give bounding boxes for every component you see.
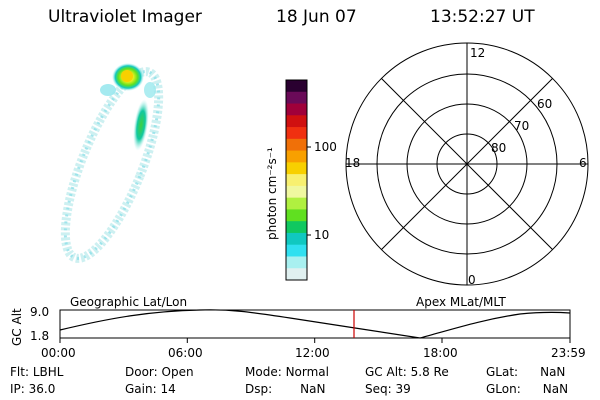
info-mode: Mode: Normal xyxy=(245,365,329,379)
info-door: Door: Open xyxy=(125,365,194,379)
timeline-right-title: Apex MLat/MLT xyxy=(416,295,506,309)
instrument-title: Ultraviolet Imager xyxy=(48,7,202,27)
altitude-curve xyxy=(59,309,571,339)
colorbar-band xyxy=(286,256,307,269)
colorbar-band xyxy=(286,115,307,128)
time-label: 13:52:27 UT xyxy=(430,7,535,27)
colorbar-band xyxy=(286,127,307,140)
colorbar-band xyxy=(286,150,307,163)
timeline-xtick-1: 06:00 xyxy=(168,346,203,360)
colorbar-band xyxy=(286,80,307,93)
timeline-xtick-0: 00:00 xyxy=(41,346,76,360)
date-label: 18 Jun 07 xyxy=(276,7,357,27)
info-filter: Flt: LBHL xyxy=(10,365,64,379)
colorbar-tick-10: 10 xyxy=(314,228,330,242)
mlt-label-18: 18 xyxy=(345,156,361,170)
timeline-ytick-1-8: 1.8 xyxy=(30,329,50,343)
timeline-left-title: Geographic Lat/Lon xyxy=(70,295,188,309)
colorbar-band xyxy=(286,162,307,175)
colorbar-band xyxy=(286,174,307,187)
lat-label-60: 60 xyxy=(537,97,553,111)
colorbar-band xyxy=(286,244,307,257)
colorbar-band xyxy=(286,197,307,210)
info-ip: IP: 36.0 xyxy=(10,382,56,396)
colorbar-band xyxy=(286,103,307,116)
timeline-ytick-9: 9.0 xyxy=(30,305,50,319)
colorbar-band xyxy=(286,232,307,246)
colorbar-tick-100: 100 xyxy=(314,140,337,154)
colorbar-band xyxy=(286,221,307,234)
info-gain: Gain: 14 xyxy=(125,382,176,396)
lat-label-80: 80 xyxy=(491,141,507,155)
info-seq: Seq: 39 xyxy=(365,382,411,396)
timeline-xtick-4: 23:59 xyxy=(551,346,586,360)
colorbar-band xyxy=(286,268,307,281)
mlt-label-0: 0 xyxy=(468,273,476,287)
colorbar-band xyxy=(286,209,307,222)
lat-label-70: 70 xyxy=(514,119,530,133)
info-gc-alt: GC Alt: 5.8 Re xyxy=(365,365,449,379)
timeline-xtick-2: 12:00 xyxy=(295,346,330,360)
timeline-xtick-3: 18:00 xyxy=(423,346,458,360)
mlt-label-12: 12 xyxy=(470,46,486,60)
colorbar-band xyxy=(286,91,307,105)
info-glat: GLat: NaN xyxy=(486,365,566,379)
info-dsp: Dsp: NaN xyxy=(245,382,326,396)
colorbar-band xyxy=(286,138,307,152)
colorbar-band xyxy=(286,185,307,199)
mlt-label-6: 6 xyxy=(579,156,587,170)
info-glon: GLon: NaN xyxy=(486,382,569,396)
